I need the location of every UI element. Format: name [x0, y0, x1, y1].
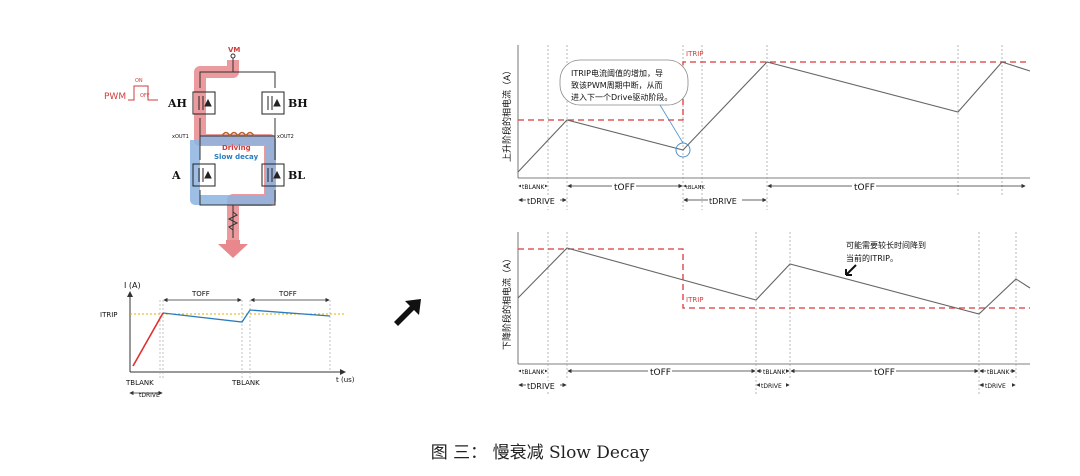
- small-itrip-label: ITRIP: [100, 311, 118, 319]
- bottom-tdrive-3: tDRIVE: [985, 383, 1006, 390]
- top-annotation-line-1: ITRIP电流阈值的增加，导: [571, 68, 663, 78]
- transition-arrow-icon: [394, 299, 421, 326]
- top-tdrive-1: tDRIVE: [527, 197, 555, 206]
- bh-label: BH: [288, 97, 308, 110]
- bottom-itrip-line: [518, 248, 1030, 309]
- rising-phase-chart: 上升阶段的相电流（A） ITRIP ITRIP电流阈值的增加，导 致该PWM周期…: [501, 45, 1031, 210]
- bottom-tblank-1: tBLANK: [522, 369, 546, 376]
- top-tblank-2: tBLANK: [686, 185, 705, 191]
- small-drive-ramp: [132, 312, 164, 367]
- top-phase-current: [517, 61, 1031, 173]
- bottom-toff-2: tOFF: [874, 368, 895, 378]
- top-toff-2: tOFF: [854, 183, 875, 193]
- small-tblank-1: TBLANK: [125, 379, 154, 387]
- top-toff-1: tOFF: [614, 183, 635, 193]
- top-annotation-line-2: 致该PWM周期中断，从而: [571, 80, 663, 90]
- small-toff-1: TOFF: [191, 290, 210, 298]
- top-itrip-label: ITRIP: [686, 50, 704, 58]
- top-ylabel: 上升阶段的相电流（A）: [501, 66, 513, 162]
- driving-label: Driving: [222, 144, 251, 152]
- bottom-annotation-line-2: 当前的ITRIP。: [846, 253, 898, 263]
- small-ylabel: I (A): [124, 281, 141, 290]
- transistor-bl-icon: [261, 163, 285, 187]
- transistor-bh-icon: [261, 91, 285, 115]
- pwm-label: PWM: [104, 92, 126, 102]
- pwm-on-label: ON: [135, 78, 143, 84]
- bottom-annotation-arrow-icon: [845, 264, 857, 276]
- small-current-chart: I (A) ITRIP TOFF TOFF t (us) TBLANK TBLA…: [100, 281, 355, 399]
- bottom-phase-current: [517, 247, 1031, 315]
- motor-winding-icon: [221, 131, 255, 138]
- small-toff-2: TOFF: [278, 290, 297, 298]
- sense-resistor-icon: [227, 211, 239, 231]
- small-tdrive: tDRIVE: [139, 392, 160, 399]
- top-tblank-1: tBLANK: [522, 184, 546, 191]
- figure-caption: 图 三： 慢衰减 Slow Decay: [430, 443, 650, 463]
- slow-decay-current-path: [190, 135, 275, 205]
- bottom-itrip-label: ITRIP: [686, 296, 704, 304]
- small-tblank-2: TBLANK: [231, 379, 260, 387]
- top-annotation-bubble: [559, 59, 689, 106]
- ah-label: AH: [167, 97, 187, 110]
- xout1-label: xOUT1: [172, 134, 189, 140]
- bottom-annotation-line-1: 可能需要较长时间降到: [846, 240, 926, 250]
- bottom-tdrive-2: tDRIVE: [761, 383, 782, 390]
- bottom-ylabel: 下降阶段的相电流（A）: [501, 254, 513, 350]
- bl-label: BL: [288, 169, 305, 182]
- bottom-toff-1: tOFF: [650, 368, 671, 378]
- transistor-al-icon: [192, 163, 216, 187]
- pwm-waveform-icon: [128, 85, 158, 101]
- top-tdrive-2: tDRIVE: [709, 197, 737, 206]
- transistor-ah-icon: [192, 91, 216, 115]
- small-xlabel: t (us): [336, 376, 355, 384]
- slow-decay-label: Slow decay: [214, 153, 259, 161]
- bottom-tblank-2: tBLANK: [763, 369, 787, 376]
- pwm-off-label: OFF: [140, 93, 150, 99]
- bottom-tdrive-1: tDRIVE: [527, 382, 555, 391]
- small-decay-curve: [162, 309, 331, 323]
- bottom-tblank-3: tBLANK: [987, 369, 1011, 376]
- al-label: A: [171, 169, 181, 182]
- h-bridge-diagram: PWM ON OFF VM AH BH A BL xOUT1 xOUT2 Dri…: [104, 46, 308, 258]
- ground-arrow-icon: [218, 240, 248, 258]
- top-annotation-line-3: 进入下一个Drive驱动阶段。: [571, 92, 672, 102]
- falling-phase-chart: 下降阶段的相电流（A） ITRIP 可能需要较长时间降到 当前的ITRIP。: [501, 232, 1031, 395]
- vm-label: VM: [228, 46, 240, 54]
- xout2-label: xOUT2: [277, 134, 294, 140]
